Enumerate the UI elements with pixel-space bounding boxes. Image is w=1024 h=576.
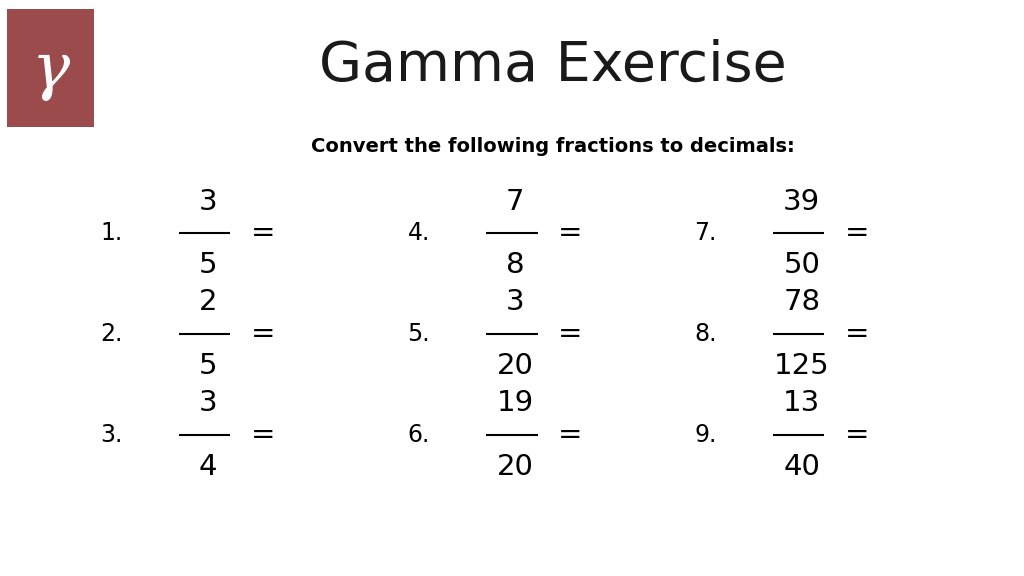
Text: 13: 13 xyxy=(783,389,820,417)
Text: 4.: 4. xyxy=(408,221,430,245)
Text: 2.: 2. xyxy=(100,322,123,346)
Text: 5.: 5. xyxy=(408,322,430,346)
Text: 3: 3 xyxy=(506,289,524,316)
Text: 7: 7 xyxy=(506,188,524,215)
Text: Convert the following fractions to decimals:: Convert the following fractions to decim… xyxy=(311,138,795,156)
Text: =: = xyxy=(251,421,275,449)
Text: 3.: 3. xyxy=(100,423,123,447)
Text: =: = xyxy=(558,421,583,449)
Text: 20: 20 xyxy=(497,453,534,480)
Text: 3: 3 xyxy=(199,389,217,417)
Text: 7.: 7. xyxy=(694,221,717,245)
Text: 19: 19 xyxy=(497,389,534,417)
Text: =: = xyxy=(845,320,869,348)
Text: 9.: 9. xyxy=(694,423,717,447)
FancyBboxPatch shape xyxy=(7,9,94,127)
Text: 125: 125 xyxy=(774,352,829,380)
Text: 5: 5 xyxy=(199,352,217,380)
Text: γ: γ xyxy=(32,40,70,101)
Text: 78: 78 xyxy=(783,289,820,316)
Text: 3: 3 xyxy=(199,188,217,215)
Text: 50: 50 xyxy=(783,251,820,279)
Text: =: = xyxy=(251,219,275,247)
Text: 5: 5 xyxy=(199,251,217,279)
Text: 8: 8 xyxy=(506,251,524,279)
Text: 6.: 6. xyxy=(408,423,430,447)
Text: =: = xyxy=(558,320,583,348)
Text: =: = xyxy=(845,219,869,247)
Text: 4: 4 xyxy=(199,453,217,480)
Text: 20: 20 xyxy=(497,352,534,380)
Text: =: = xyxy=(558,219,583,247)
Text: =: = xyxy=(251,320,275,348)
Text: 8.: 8. xyxy=(694,322,717,346)
Text: Gamma Exercise: Gamma Exercise xyxy=(319,39,786,93)
Text: 1.: 1. xyxy=(100,221,123,245)
Text: 39: 39 xyxy=(783,188,820,215)
Text: 2: 2 xyxy=(199,289,217,316)
Text: 40: 40 xyxy=(783,453,820,480)
Text: =: = xyxy=(845,421,869,449)
